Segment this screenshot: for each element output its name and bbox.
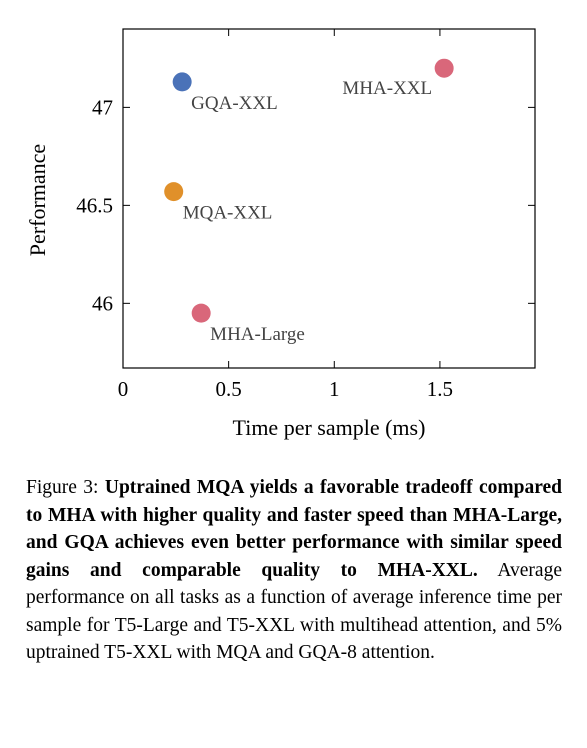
- x-tick-label: 0.5: [216, 377, 242, 401]
- data-points: MHA-XXL GQA-XXL MQA-XXL MHA-Large: [164, 58, 454, 345]
- caption-body-text: Average performance on all tasks as a fu…: [26, 559, 562, 664]
- plot-frame: [122, 28, 536, 369]
- y-tick-label: 46: [92, 291, 113, 315]
- y-tick-label: 47: [92, 95, 113, 119]
- point-label: GQA-XXL: [191, 93, 278, 114]
- data-point: [172, 72, 192, 92]
- axis-ticks: 0 0.5 1 1.5 46 46.5 47: [76, 29, 535, 401]
- data-point: [191, 303, 211, 323]
- x-tick-label: 0: [118, 377, 129, 401]
- caption-prefix: Figure 3:: [26, 477, 105, 498]
- data-point: [164, 182, 184, 202]
- data-point: [434, 58, 454, 78]
- point-label: MHA-XXL: [342, 78, 432, 99]
- point-label: MHA-Large: [210, 324, 305, 345]
- x-tick-label: 1: [329, 377, 340, 401]
- point-label: MQA-XXL: [183, 203, 273, 224]
- caption-bold-text: Uptrained MQA yields a favorable tradeof…: [26, 477, 562, 581]
- x-axis-label: Time per sample (ms): [233, 415, 426, 440]
- y-axis-label: Performance: [25, 144, 50, 256]
- y-tick-label: 46.5: [76, 193, 113, 217]
- x-tick-label: 1.5: [427, 377, 453, 401]
- figure-caption: Figure 3: Uptrained MQA yields a favorab…: [26, 474, 562, 667]
